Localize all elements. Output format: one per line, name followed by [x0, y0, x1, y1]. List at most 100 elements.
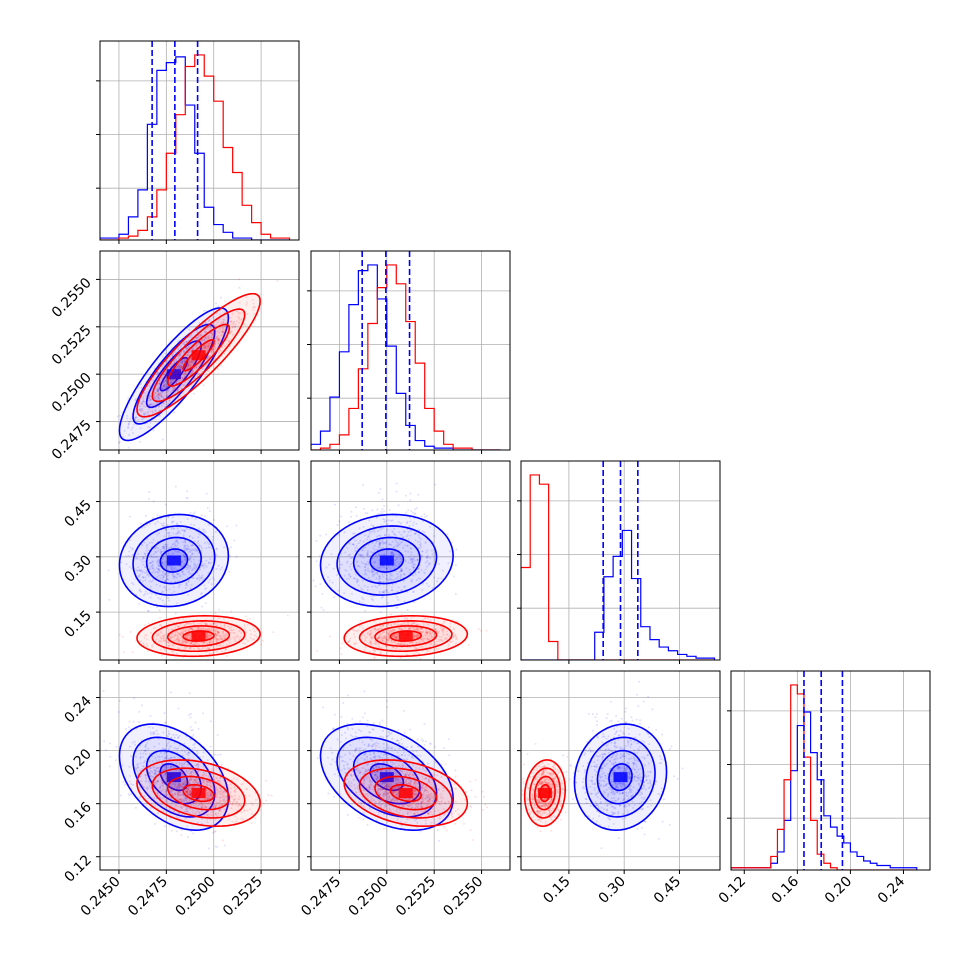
sample-point	[178, 385, 181, 388]
sample-point	[191, 370, 194, 373]
sample-point	[201, 361, 204, 364]
histogram-panel-0	[96, 40, 300, 244]
sample-point	[216, 547, 219, 550]
sample-point	[167, 572, 170, 575]
sample-point	[207, 345, 210, 348]
sample-point	[397, 504, 400, 507]
sample-point	[182, 533, 185, 536]
sample-point	[197, 536, 200, 539]
sample-point	[195, 336, 198, 339]
sample-point	[206, 349, 209, 352]
y-tick-label: 0.30	[61, 552, 94, 585]
sample-point	[157, 568, 160, 571]
sample-point	[211, 538, 214, 541]
sample-point	[200, 334, 203, 337]
sample-point	[171, 552, 174, 555]
sample-point	[190, 384, 193, 387]
sample-point	[215, 323, 218, 326]
sample-point	[184, 357, 187, 360]
sample-point	[455, 548, 458, 551]
sample-point	[176, 366, 179, 369]
sample-point	[216, 368, 219, 371]
sample-point	[131, 582, 134, 585]
sample-point	[184, 371, 187, 374]
sample-point	[209, 720, 212, 723]
sample-point	[177, 375, 180, 378]
sample-point	[192, 577, 195, 580]
sample-point	[211, 535, 214, 538]
sample-point	[205, 327, 208, 330]
sample-point	[208, 354, 211, 357]
density-peak	[166, 555, 181, 566]
sample-point	[233, 320, 236, 323]
sample-point	[193, 567, 196, 570]
sample-point	[182, 350, 185, 353]
sample-point	[176, 573, 179, 576]
sample-point	[409, 499, 412, 502]
sample-point	[149, 403, 152, 406]
sample-point	[181, 363, 184, 366]
sample-point	[214, 335, 217, 338]
sample-point	[194, 564, 197, 567]
sample-point	[171, 573, 174, 576]
sample-point	[163, 585, 166, 588]
sample-point	[182, 383, 185, 386]
sample-point	[156, 520, 159, 523]
sample-point	[206, 327, 209, 330]
sample-point	[179, 365, 182, 368]
sample-point	[209, 332, 212, 335]
sample-point	[121, 635, 124, 638]
sample-point	[139, 558, 142, 561]
sample-point	[212, 578, 215, 581]
sample-point	[115, 745, 118, 748]
sample-point	[228, 339, 231, 342]
sample-point	[254, 306, 257, 309]
sample-point	[165, 571, 168, 574]
sample-point	[163, 364, 166, 367]
sample-point	[175, 382, 178, 385]
sample-point	[198, 341, 201, 344]
sample-point	[170, 535, 173, 538]
sample-point	[229, 320, 232, 323]
sample-point	[152, 500, 155, 503]
histogram-step-series_b	[311, 264, 501, 450]
sample-point	[190, 360, 193, 363]
sample-point	[176, 602, 179, 605]
sample-point	[150, 554, 153, 557]
sample-point	[150, 592, 153, 595]
sample-point	[208, 319, 211, 322]
sample-point	[377, 491, 380, 494]
sample-point	[140, 408, 143, 411]
sample-point	[195, 345, 198, 348]
sample-point	[109, 755, 112, 758]
sample-point	[149, 561, 152, 564]
sample-point	[200, 577, 203, 580]
sample-point	[181, 377, 184, 380]
sample-point	[175, 539, 178, 542]
sample-point	[187, 364, 190, 367]
sample-point	[189, 511, 192, 514]
sample-point	[190, 372, 193, 375]
sample-point	[211, 331, 214, 334]
sample-point	[406, 609, 409, 612]
sample-point	[175, 380, 178, 383]
sample-point	[152, 517, 155, 520]
sample-point	[160, 395, 163, 398]
sample-point	[154, 391, 157, 394]
sample-point	[187, 370, 190, 373]
sample-point	[203, 562, 206, 565]
sample-point	[151, 563, 154, 566]
sample-point	[217, 305, 220, 308]
sample-point	[196, 329, 199, 332]
sample-point	[139, 578, 142, 581]
sample-point	[156, 389, 159, 392]
sample-point	[340, 642, 343, 645]
sample-point	[161, 376, 164, 379]
sample-point	[183, 558, 186, 561]
sample-point	[214, 348, 217, 351]
sample-point	[150, 565, 153, 568]
sample-point	[148, 491, 151, 494]
sample-point	[248, 617, 251, 620]
sample-point	[130, 428, 133, 431]
sample-point	[166, 391, 169, 394]
